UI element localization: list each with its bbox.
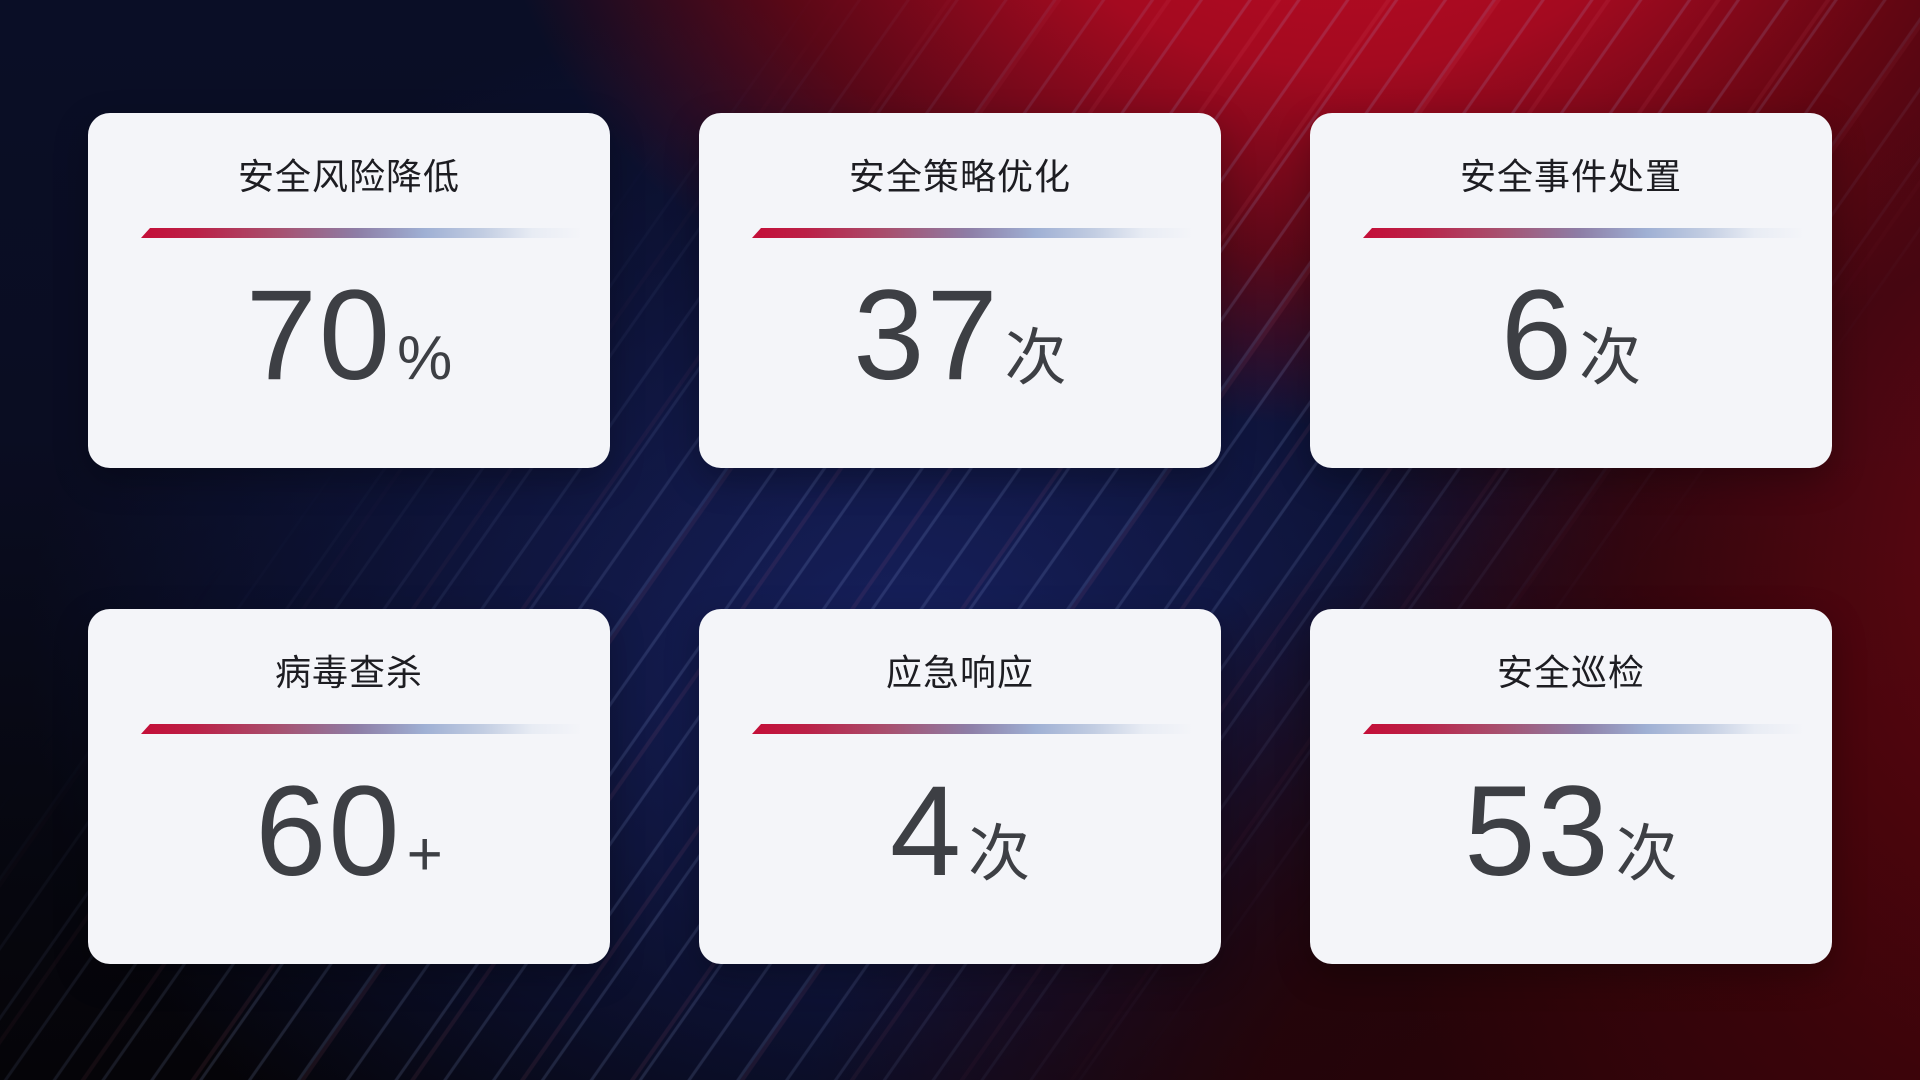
stat-unit: + xyxy=(406,820,443,889)
stat: 70 % xyxy=(246,272,453,400)
divider-line xyxy=(752,724,1202,734)
card-title: 安全巡检 xyxy=(1496,652,1645,693)
stat-value: 6 xyxy=(1500,264,1575,407)
stat: 60 + xyxy=(255,768,443,896)
divider-line xyxy=(141,228,591,238)
stat-card-policy-optimization: 安全策略优化 37 次 xyxy=(699,113,1221,468)
stat: 53 次 xyxy=(1464,768,1677,896)
stat-card-incident-handling: 安全事件处置 6 次 xyxy=(1310,113,1832,468)
stat-value: 60 xyxy=(255,760,402,903)
card-title: 应急响应 xyxy=(885,652,1034,693)
divider-line xyxy=(1363,228,1813,238)
card-title: 病毒查杀 xyxy=(274,652,423,693)
stat-value: 53 xyxy=(1464,760,1611,903)
stat-value: 37 xyxy=(853,264,1000,407)
stat-unit: 次 xyxy=(1615,820,1678,889)
stat-card-risk-reduction: 安全风险降低 70 % xyxy=(88,113,610,468)
card-title: 安全策略优化 xyxy=(848,156,1071,197)
stat-value: 4 xyxy=(889,760,964,903)
stat-card-security-inspection: 安全巡检 53 次 xyxy=(1310,609,1832,964)
stat: 4 次 xyxy=(890,768,1030,896)
divider-line xyxy=(141,724,591,734)
divider-line xyxy=(1363,724,1813,734)
stat-unit: 次 xyxy=(1579,324,1642,393)
stat: 6 次 xyxy=(1501,272,1641,400)
stat: 37 次 xyxy=(853,272,1066,400)
card-title: 安全风险降低 xyxy=(237,156,460,197)
divider-line xyxy=(752,228,1202,238)
stat-unit: 次 xyxy=(968,820,1031,889)
card-title: 安全事件处置 xyxy=(1459,156,1682,197)
stat-value: 70 xyxy=(245,264,393,407)
stat-unit: 次 xyxy=(1004,324,1067,393)
stat-card-virus-scan: 病毒查杀 60 + xyxy=(88,609,610,964)
stat-card-emergency-response: 应急响应 4 次 xyxy=(699,609,1221,964)
stat-unit: % xyxy=(397,324,453,393)
